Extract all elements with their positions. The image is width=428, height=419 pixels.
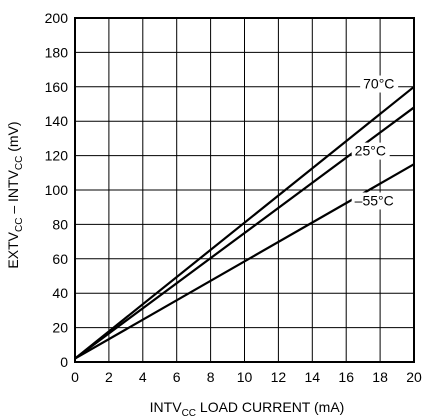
series-label: –55°C [355, 192, 394, 208]
y-tick-label: 80 [52, 216, 68, 232]
series-label: 25°C [355, 143, 386, 159]
x-tick-label: 16 [338, 369, 354, 385]
x-tick-label: 4 [139, 369, 147, 385]
x-axis-ticks: 0 2 4 6 8 10 12 14 16 18 20 [71, 369, 422, 385]
y-tick-label: 120 [45, 148, 69, 164]
y-tick-label: 20 [52, 320, 68, 336]
y-axis-title: EXTVCC – INTVCC (mV) [5, 121, 25, 268]
y-tick-label: 0 [60, 354, 68, 370]
x-axis-title: INTVCC LOAD CURRENT (mA) [150, 399, 345, 419]
x-tick-label: 12 [271, 369, 287, 385]
series-labels: 70°C 25°C –55°C [351, 75, 399, 210]
y-tick-label: 40 [52, 285, 68, 301]
series-label: 70°C [363, 76, 394, 92]
x-tick-label: 0 [71, 369, 79, 385]
x-tick-label: 14 [305, 369, 321, 385]
y-tick-label: 100 [45, 182, 69, 198]
plot-frame [74, 17, 415, 363]
x-tick-label: 6 [173, 369, 181, 385]
x-tick-label: 20 [406, 369, 422, 385]
x-tick-label: 10 [237, 369, 253, 385]
x-tick-label: 2 [105, 369, 113, 385]
y-tick-label: 180 [45, 44, 69, 60]
y-tick-label: 200 [45, 10, 69, 26]
x-tick-label: 18 [372, 369, 388, 385]
series-label-background [351, 142, 390, 160]
grid-lines [74, 17, 415, 363]
series-line [74, 85, 415, 360]
y-tick-label: 160 [45, 79, 69, 95]
x-tick-label: 8 [207, 369, 215, 385]
y-tick-label: 60 [52, 251, 68, 267]
series-label-background [351, 192, 398, 210]
series-label-background [360, 75, 399, 93]
y-axis-ticks: 0 20 40 60 80 100 120 140 160 180 200 [45, 10, 69, 370]
y-tick-label: 140 [45, 113, 69, 129]
